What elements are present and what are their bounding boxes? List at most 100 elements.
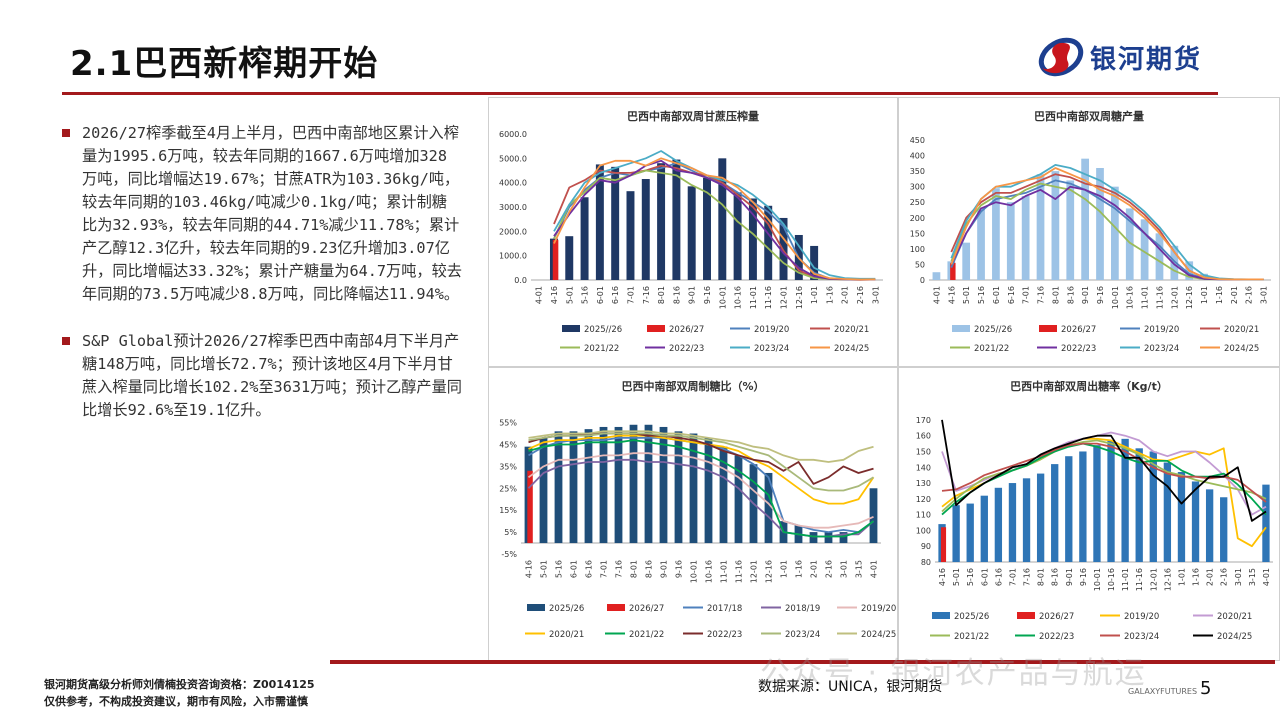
x-tick-label: 4-16 xyxy=(550,286,559,304)
y-tick-label: 300 xyxy=(910,183,925,192)
x-tick-label: 12-01 xyxy=(750,560,759,583)
bar xyxy=(1008,483,1017,562)
bar xyxy=(869,488,878,544)
x-tick-label: 6-16 xyxy=(585,560,594,578)
y-tick-label: 6000.0 xyxy=(499,130,527,139)
bar xyxy=(1065,456,1073,562)
x-tick-label: 8-16 xyxy=(645,560,654,578)
bar xyxy=(644,424,653,544)
bar xyxy=(1177,472,1186,562)
bar xyxy=(1155,233,1164,280)
bar xyxy=(672,159,681,280)
y-tick-label: 3000.0 xyxy=(499,203,527,212)
y-tick-label: 150 xyxy=(910,229,925,238)
x-tick-label: 11-16 xyxy=(735,560,744,583)
x-tick-label: 8-16 xyxy=(672,286,681,304)
x-tick-label: 7-16 xyxy=(1023,568,1032,586)
x-tick-label: 9-16 xyxy=(1079,568,1088,586)
y-tick-label: 400 xyxy=(910,152,925,161)
bar xyxy=(565,236,574,280)
x-tick-label: 9-16 xyxy=(1096,286,1105,304)
y-tick-label: 5000.0 xyxy=(499,154,527,163)
x-tick-label: 9-01 xyxy=(660,560,669,578)
y-tick-label: 4000.0 xyxy=(499,179,527,188)
x-tick-label: 4-01 xyxy=(870,560,879,578)
legend-swatch xyxy=(647,325,665,332)
legend-label: 2021/22 xyxy=(584,344,619,354)
bar xyxy=(1006,202,1015,280)
x-tick-label: 11-01 xyxy=(1121,568,1130,591)
bar xyxy=(657,163,666,280)
legend-swatch xyxy=(527,604,545,611)
series-line xyxy=(941,442,1267,503)
y-tick-label: 140 xyxy=(916,463,931,472)
x-tick-label: 3-01 xyxy=(840,560,849,578)
bar xyxy=(718,158,727,280)
bar xyxy=(595,164,604,280)
bullet-list: 2026/27榨季截至4月上半月，巴西中南部地区累计入榨量为1995.6万吨，较… xyxy=(62,122,462,446)
bar xyxy=(539,437,548,544)
bar xyxy=(1111,186,1119,280)
x-tick-label: 12-16 xyxy=(1163,568,1172,591)
x-tick-label: 4-16 xyxy=(938,568,947,586)
y-tick-label: 80 xyxy=(921,558,931,567)
x-tick-label: 8-01 xyxy=(630,560,639,578)
disclaimer: 银河期货高级分析师刘倩楠投资咨询资格：Z0014125 仅供参考，不构成投资建议… xyxy=(44,676,315,710)
galaxy-logo-icon xyxy=(1038,37,1084,77)
y-tick-label: 100 xyxy=(910,245,925,254)
x-tick-label: 8-01 xyxy=(1037,568,1046,586)
bar xyxy=(1036,473,1045,562)
x-tick-label: 3-15 xyxy=(1248,568,1257,586)
bar xyxy=(641,179,650,280)
x-tick-label: 2-01 xyxy=(841,286,850,304)
bar xyxy=(1149,451,1157,562)
x-tick-label: 10-16 xyxy=(1126,286,1135,309)
x-tick-label: 8-16 xyxy=(1066,286,1075,304)
legend-label: 2023/24 xyxy=(1144,344,1179,354)
x-tick-label: 2-16 xyxy=(1245,286,1254,304)
legend-label: 2020/21 xyxy=(549,630,584,640)
chart-title: 巴西中南部双周甘蔗压榨量 xyxy=(627,109,759,123)
y-tick-label: 130 xyxy=(916,479,931,488)
legend-label: 2018/19 xyxy=(785,604,820,614)
legend-label: 2026/27 xyxy=(1039,612,1074,622)
legend-label: 2025/26 xyxy=(549,604,584,614)
bar xyxy=(527,470,533,544)
bar xyxy=(966,503,974,562)
x-tick-label: 6-16 xyxy=(611,286,620,304)
legend-swatch xyxy=(607,604,625,611)
data-source: 数据来源：UNICA，银河期货 xyxy=(758,679,943,695)
bullet-item-1: 2026/27榨季截至4月上半月，巴西中南部地区累计入榨量为1995.6万吨，较… xyxy=(62,122,462,306)
legend-label: 2023/24 xyxy=(785,630,820,640)
x-tick-label: 10-01 xyxy=(718,286,727,309)
legend-label: 2019/20 xyxy=(754,325,789,335)
x-tick-label: 12-01 xyxy=(780,286,789,309)
chart-cane-crush: 巴西中南部双周甘蔗压榨量 0.0 1000.0 2000.0 3000.0 4000.0 5… xyxy=(499,109,883,354)
legend-label: 2022/23 xyxy=(1061,344,1096,354)
y-tick-label: 55% xyxy=(499,419,517,428)
footer-divider xyxy=(330,660,1275,664)
legend-label: 2019/20 xyxy=(1124,612,1159,622)
bar xyxy=(779,217,788,280)
bar xyxy=(992,188,1000,280)
legend-label: 2019/20 xyxy=(1144,325,1179,335)
bar xyxy=(1121,438,1129,562)
chart-panel-crush: 巴西中南部双周甘蔗压榨量 0.0 1000.0 2000.0 3000.0 4000.0 5… xyxy=(488,97,898,367)
legend-label: 2021/22 xyxy=(629,630,664,640)
bar xyxy=(554,431,563,544)
x-tick-label: 2-16 xyxy=(856,286,865,304)
y-tick-label: 45% xyxy=(499,440,517,449)
bar xyxy=(1140,219,1149,280)
series-line xyxy=(941,437,1267,548)
series-line xyxy=(528,434,875,505)
x-tick-label: 3-15 xyxy=(855,560,864,578)
bar xyxy=(1051,171,1060,280)
bar xyxy=(599,426,608,544)
legend-label: 2024/25 xyxy=(834,344,869,354)
x-tick-label: 1-01 xyxy=(1177,568,1186,586)
x-tick-label: 10-01 xyxy=(690,560,699,583)
bar xyxy=(748,198,757,280)
x-tick-label: 7-16 xyxy=(1037,286,1046,304)
x-tick-label: 10-16 xyxy=(734,286,743,309)
legend-label: 2026/27 xyxy=(669,325,704,335)
